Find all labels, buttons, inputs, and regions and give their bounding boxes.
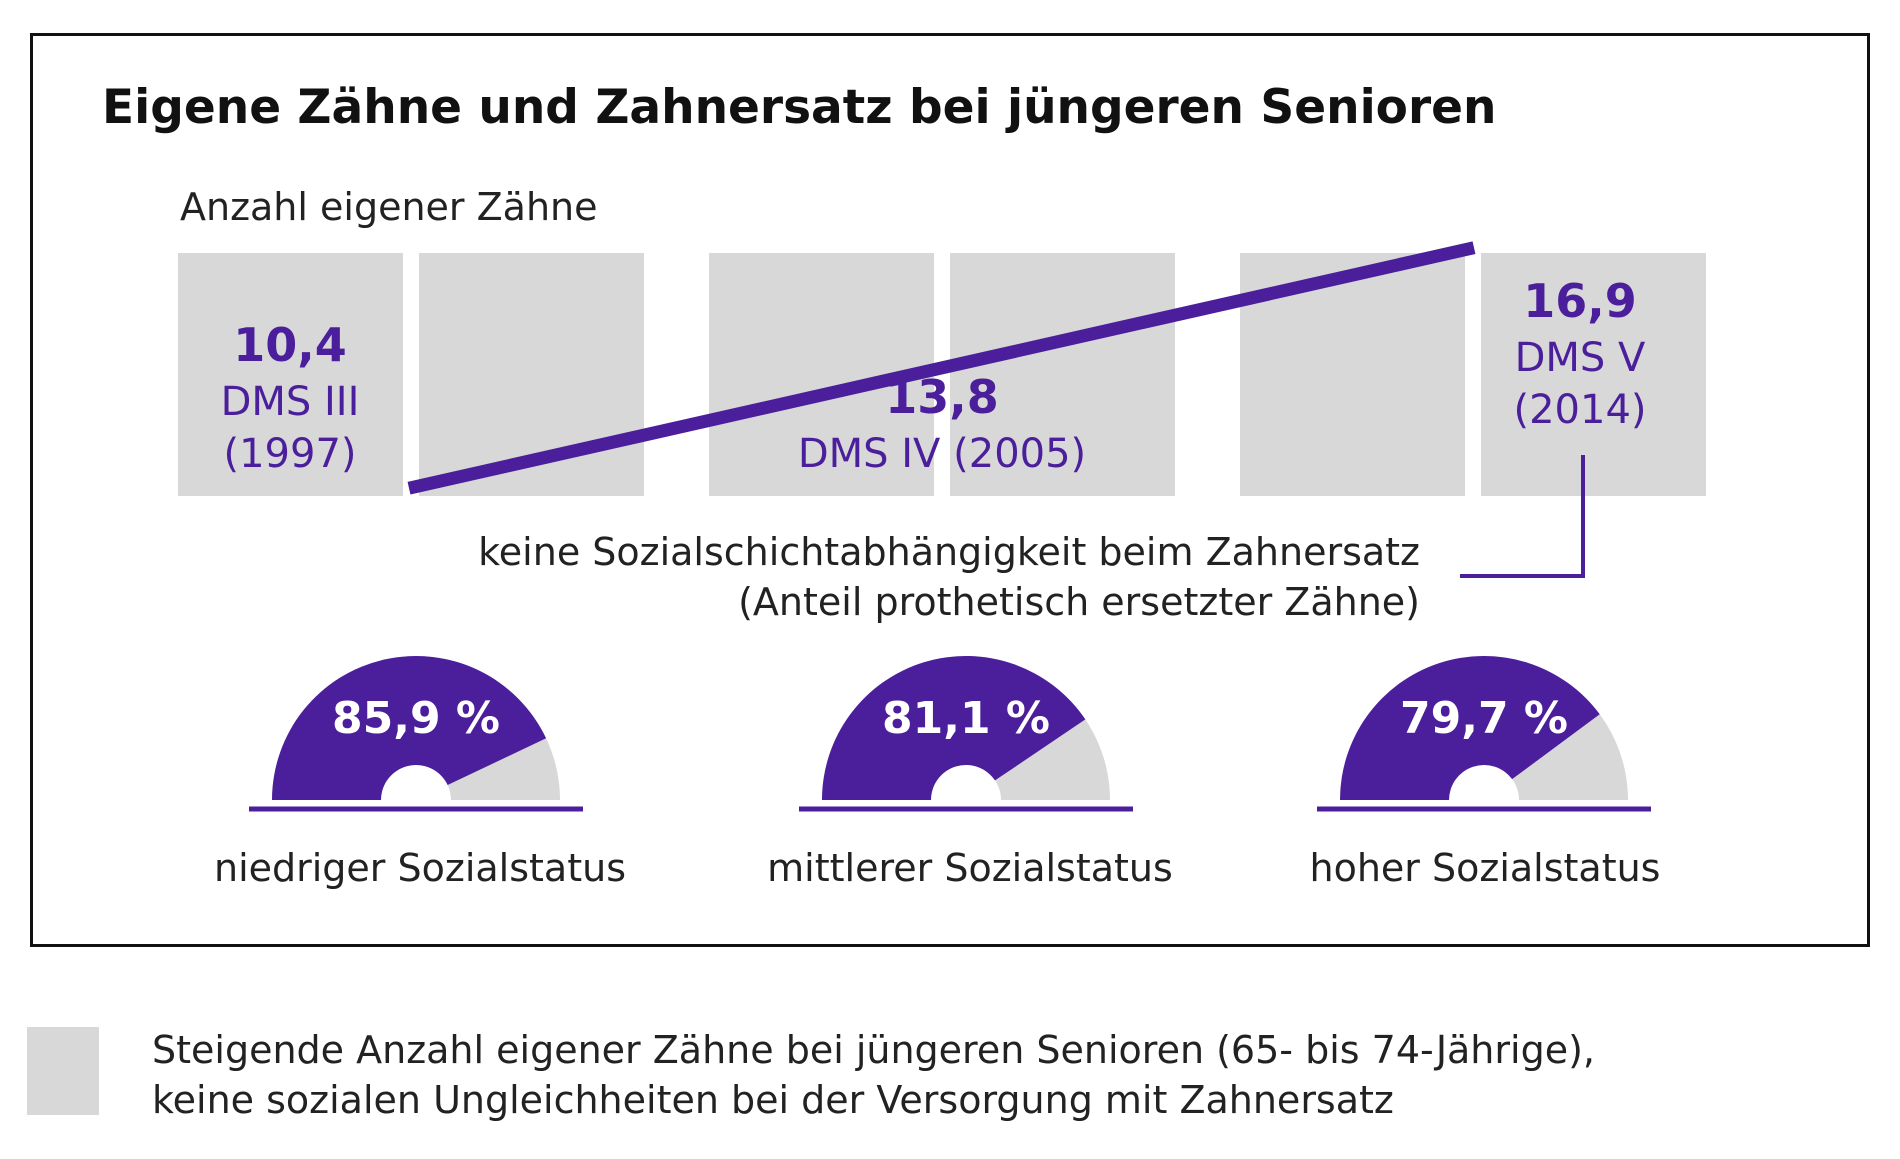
trend-line xyxy=(407,241,1476,495)
gauge-fill-1 xyxy=(272,656,547,800)
gauge-fill-3 xyxy=(1339,655,1600,800)
caption-line-1: keine Sozialschichtabhängigkeit beim Zah… xyxy=(478,530,1420,574)
point-category-label-2-1: DMS IV (2005) xyxy=(798,431,1086,477)
gauge-2: 81,1 % xyxy=(799,656,1133,812)
point-category-label-1-2: (1997) xyxy=(223,431,356,477)
point-value-label-3: 16,9 xyxy=(1523,274,1637,328)
gauge-value-label-1: 85,9 % xyxy=(332,693,500,744)
chart-subtitle: Anzahl eigener Zähne xyxy=(180,185,598,229)
chart-frame xyxy=(30,33,1870,947)
status-label-low: niedriger Sozialstatus xyxy=(213,846,626,890)
caption-line-2: (Anteil prothetisch ersetzter Zähne) xyxy=(738,580,1420,624)
background-block-6 xyxy=(1481,253,1706,496)
connector-layer xyxy=(1460,455,1585,578)
point-value-label-2: 13,8 xyxy=(885,370,999,424)
point-category-label-1-1: DMS III xyxy=(221,379,360,425)
point-labels: 10,4 DMS III (1997) 13,8 DMS IV (2005) 16,9 DM… xyxy=(221,274,1647,477)
gauge-1: 85,9 % xyxy=(249,656,583,812)
gauge-value-label-3: 79,7 % xyxy=(1400,693,1568,744)
status-label-mid: mittlerer Sozialstatus xyxy=(767,846,1173,890)
gauge-fill-2 xyxy=(822,656,1086,800)
gauges: 85,9 % 81,1 % 79,7 % xyxy=(249,655,1651,812)
point-value-label-1: 10,4 xyxy=(233,318,347,372)
legend-text: Steigende Anzahl eigener Zähne bei jünge… xyxy=(152,1025,1595,1125)
background-block-4 xyxy=(950,253,1175,496)
status-label-high: hoher Sozialstatus xyxy=(1309,846,1661,890)
point-category-label-3-1: DMS V xyxy=(1515,335,1646,381)
trend-line-layer xyxy=(407,241,1476,495)
gauge-value-label-2: 81,1 % xyxy=(882,693,1050,744)
background-blocks xyxy=(178,253,1706,496)
legend-line-1: Steigende Anzahl eigener Zähne bei jünge… xyxy=(152,1028,1595,1072)
background-block-1 xyxy=(178,253,403,496)
legend-line-2: keine sozialen Ungleichheiten bei der Ve… xyxy=(152,1078,1394,1122)
gauge-3: 79,7 % xyxy=(1317,655,1651,812)
legend-swatch xyxy=(27,1027,99,1115)
connector-line xyxy=(1460,455,1585,578)
chart-title: Eigene Zähne und Zahnersatz bei jüngeren… xyxy=(102,80,1497,135)
point-category-label-3-2: (2014) xyxy=(1513,387,1646,433)
